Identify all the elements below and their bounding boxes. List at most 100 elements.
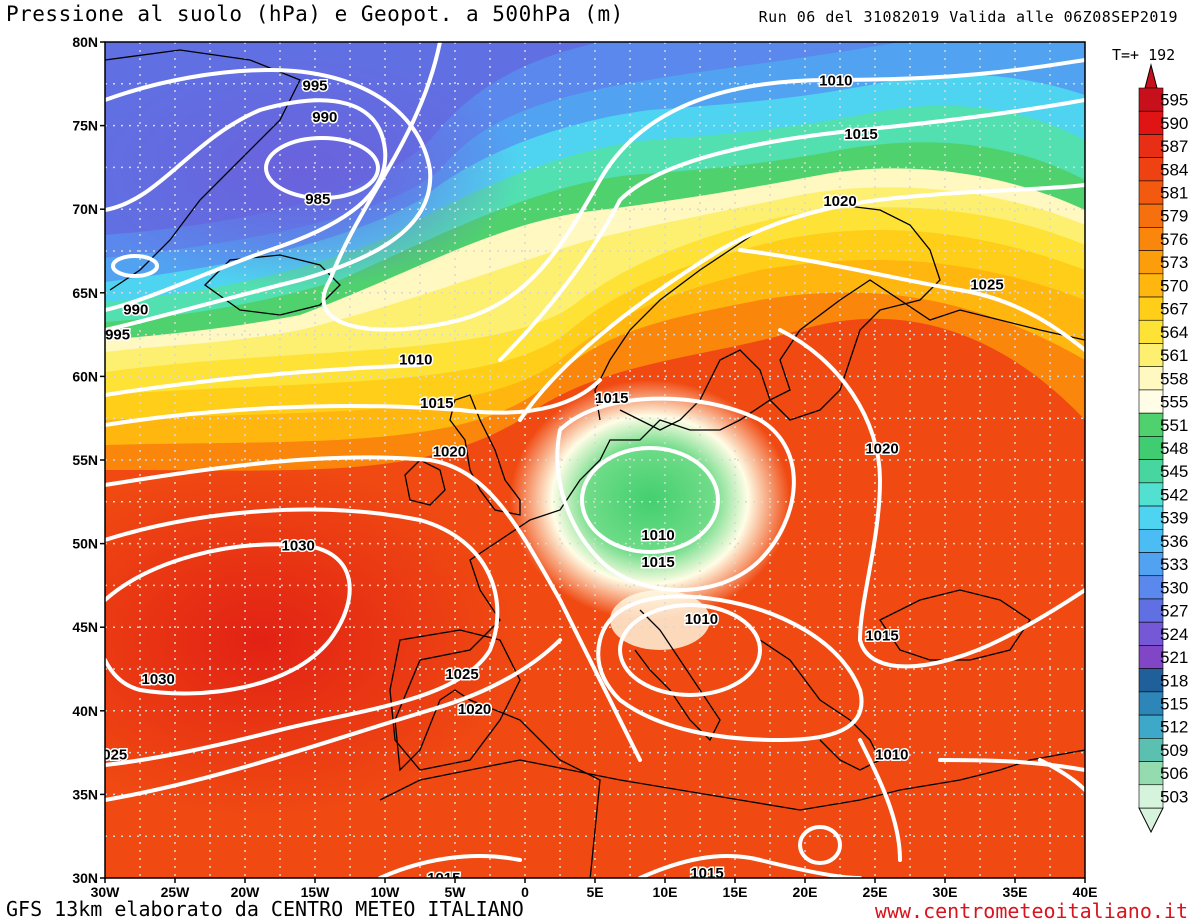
legend-value: 527	[1160, 602, 1188, 621]
run-info: Run 06 del 31082019 Valida alle 06Z08SEP…	[758, 8, 1178, 26]
legend-swatch	[1138, 784, 1164, 809]
legend-value: 506	[1160, 764, 1188, 783]
coast-great-britain	[449, 394, 521, 516]
isobar-1010-ne	[1038, 758, 1085, 792]
map-title: Pressione al suolo (hPa) e Geopot. a 500…	[6, 2, 624, 26]
isobar-label: 1015	[690, 865, 723, 882]
lat-tick-label: 80N	[72, 34, 98, 50]
legend-swatches	[1138, 87, 1164, 809]
forecast-step: T=+ 192	[1112, 46, 1176, 64]
legend-value: 530	[1160, 578, 1188, 597]
coast-iberia	[389, 629, 521, 771]
legend-value: 509	[1160, 741, 1188, 760]
lat-tick-label: 70N	[72, 201, 98, 217]
isobar-1030	[105, 542, 352, 696]
legend-value: 503	[1160, 787, 1188, 806]
isobar-label: 1020	[433, 444, 466, 461]
coast-greenland	[105, 49, 301, 291]
isobar-label: 985	[305, 191, 330, 208]
isobar-label: 1010	[399, 352, 432, 369]
lon-tick-label: 20E	[793, 884, 818, 900]
lat-tick-label: 45N	[72, 619, 98, 635]
legend-value: 570	[1160, 276, 1188, 295]
legend-labels: 595 590 587 584 581 579 576 573 570 567 564 561 558 5…	[1160, 91, 1188, 807]
legend-value: 590	[1160, 114, 1188, 133]
isobar-985	[264, 136, 380, 200]
isobar-1025	[105, 507, 500, 767]
isobar-label: 1025	[94, 746, 127, 763]
legend-value: 561	[1160, 346, 1188, 365]
trough-central-europe	[510, 380, 790, 620]
legend-value: 595	[1160, 91, 1188, 110]
isobar-label: 1020	[458, 701, 491, 718]
lon-tick-label: 25E	[863, 884, 888, 900]
isobar-label: 995	[302, 77, 327, 94]
isobar-1015-italy	[596, 594, 864, 743]
legend-bottom-arrow	[1138, 807, 1164, 834]
lon-tick-label: 40E	[1073, 884, 1098, 900]
legend-value: 533	[1160, 555, 1188, 574]
isobar-1010-north	[321, 42, 1085, 332]
latitude-labels: 80N 75N 70N 65N 60N 55N 50N 45N 40N 35N 30N	[72, 34, 98, 886]
isobar-995	[105, 67, 433, 332]
legend-value: 564	[1160, 323, 1188, 342]
isobar-1010-libya	[798, 825, 842, 865]
axis-ticks	[100, 41, 1086, 883]
isobar-label: 1015	[641, 554, 674, 571]
isobar-990-small	[111, 254, 159, 278]
isobar-label: 1015	[420, 395, 453, 412]
isobar-label: 1015	[844, 126, 877, 143]
lat-tick-label: 60N	[72, 368, 98, 384]
isobar-label: 1030	[282, 537, 315, 554]
isobar-1015-low	[555, 396, 796, 592]
coast-scandinavia	[594, 204, 941, 431]
legend-value: 555	[1160, 393, 1188, 412]
isobar-label: 990	[312, 109, 337, 126]
isobar-1010-east	[858, 738, 1085, 862]
isobar-1020-mid	[105, 455, 642, 762]
legend-value: 515	[1160, 694, 1188, 713]
legend-top-arrow	[1144, 63, 1158, 89]
isobar-label: 1010	[819, 72, 852, 89]
legend-value: 518	[1160, 671, 1188, 690]
isobar-1010-low	[580, 446, 720, 554]
lon-tick-label: 15E	[723, 884, 748, 900]
legend-value: 558	[1160, 369, 1188, 388]
coast-balkans-greece	[759, 639, 881, 771]
legend-value: 512	[1160, 718, 1188, 737]
isobar-1020-east	[778, 328, 1085, 669]
legend-value: 573	[1160, 253, 1188, 272]
lat-tick-label: 65N	[72, 285, 98, 301]
lon-tick-label: 30E	[933, 884, 958, 900]
legend-value: 542	[1160, 485, 1188, 504]
coast-italy	[634, 609, 721, 742]
isobar-1020-north	[518, 183, 1085, 422]
geopotential-legend: 595 590 587 584 581 579 576 573 570 567 564 561 558 5…	[1138, 63, 1188, 834]
lon-tick-label: 30W	[91, 884, 121, 900]
lon-tick-label: 15W	[301, 884, 331, 900]
isobar-1015-sahara	[638, 854, 862, 878]
legend-value: 567	[1160, 300, 1188, 319]
lat-tick-label: 30N	[72, 870, 98, 886]
isobar-label: 1010	[685, 611, 718, 628]
longitude-labels: 30W 25W 20W 15W 10W 5W 0 5E 10E 15E 20E 25E 30E 35E 40…	[91, 884, 1098, 900]
isobar-label: 990	[123, 302, 148, 319]
legend-value: 576	[1160, 230, 1188, 249]
isobar-label: 1020	[865, 440, 898, 457]
isobars	[105, 42, 1085, 878]
isobar-label: 1015	[865, 628, 898, 645]
lon-tick-label: 25W	[161, 884, 191, 900]
isobar-label: 1025	[445, 666, 478, 683]
legend-value: 584	[1160, 160, 1188, 179]
lon-tick-label: 0	[521, 884, 529, 900]
isobar-label: 1020	[823, 193, 856, 210]
legend-value: 536	[1160, 532, 1188, 551]
lon-tick-label: 5W	[445, 884, 467, 900]
footer-website[interactable]: www.centrometeoitaliano.it	[874, 899, 1188, 922]
legend-value: 539	[1160, 509, 1188, 528]
lat-tick-label: 55N	[72, 452, 98, 468]
isobar-1015-mid	[105, 378, 602, 427]
isobar-1015-north	[498, 98, 1085, 362]
